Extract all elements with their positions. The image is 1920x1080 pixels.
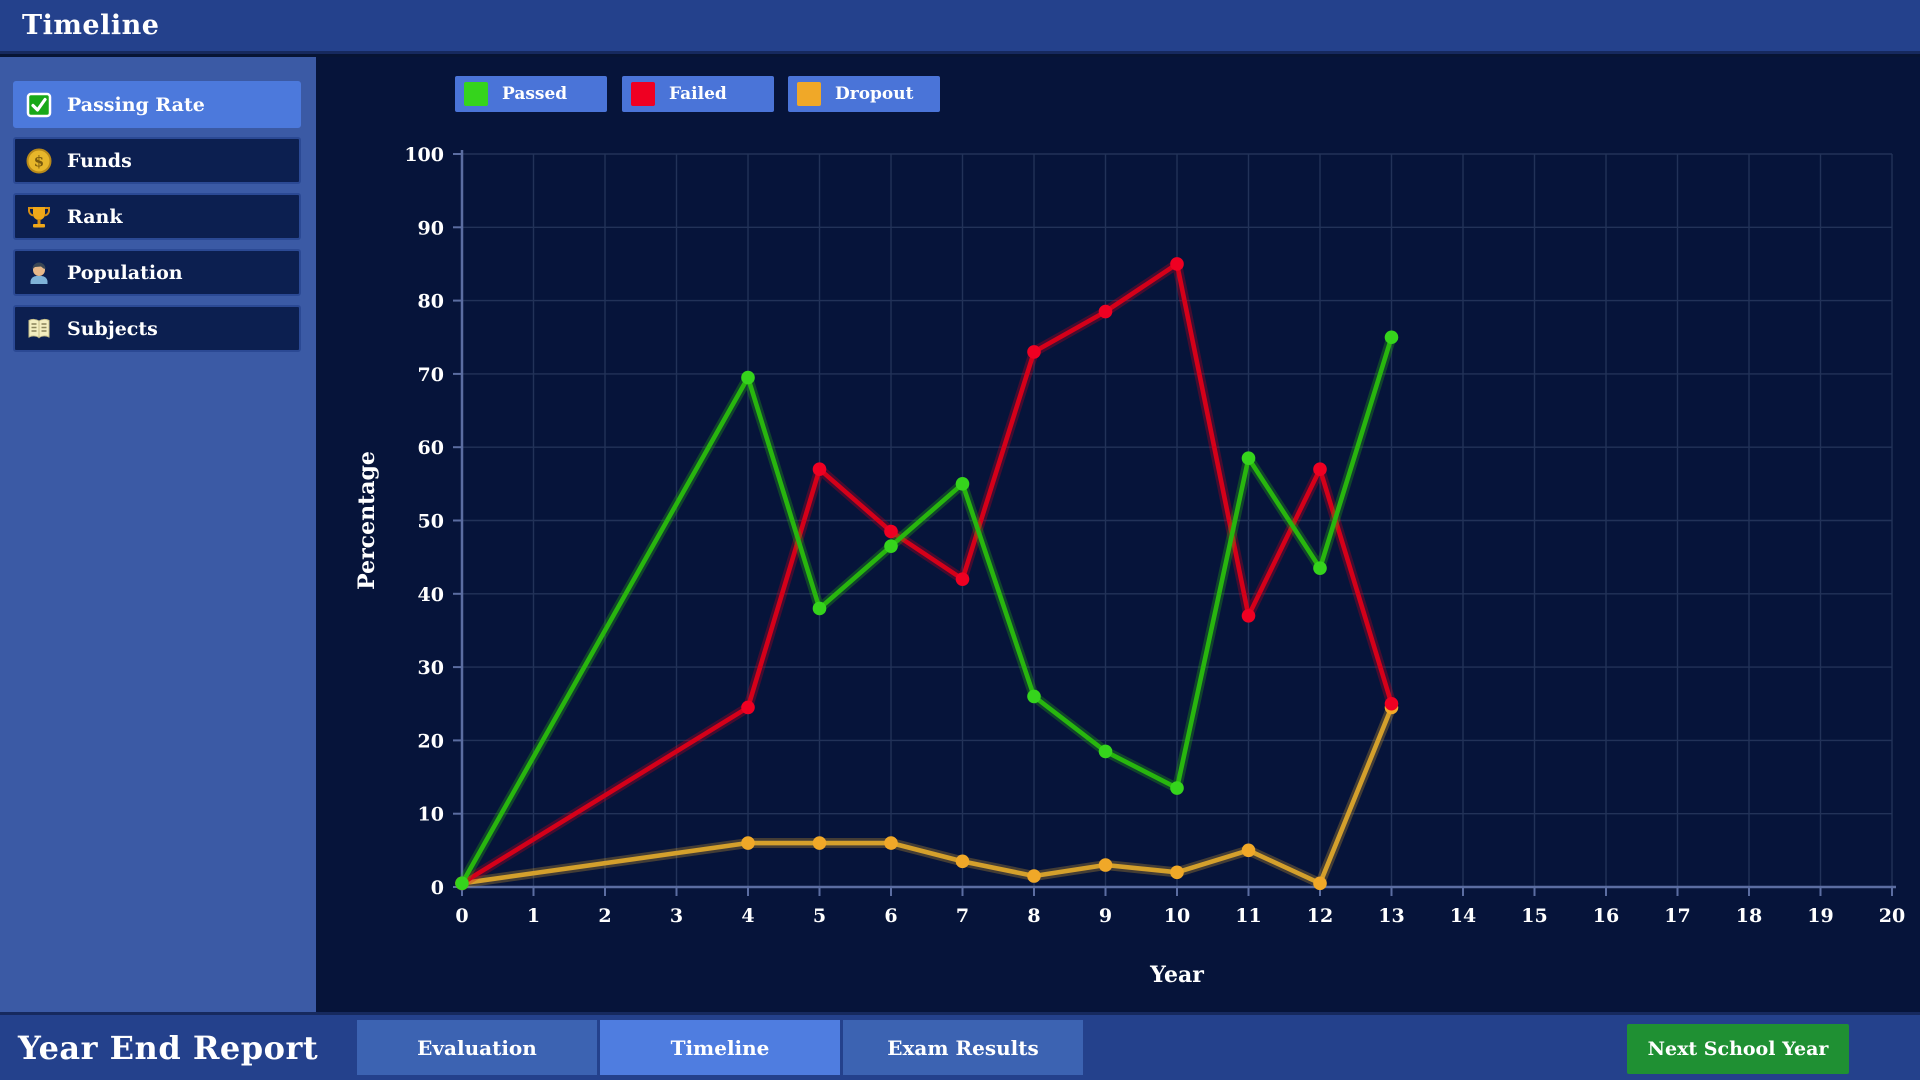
check-square-icon	[25, 91, 53, 119]
svg-text:7: 7	[956, 905, 969, 927]
passing-rate-line-chart: 0 1 2 3 4 5 6 7 8 9 10 11 12 13 14 15 16 17 18 19 2001020304…	[354, 144, 1905, 988]
legend-label: Passed	[502, 84, 568, 104]
tab-exam-results[interactable]: Exam Results	[843, 1020, 1083, 1075]
tab-label: Exam Results	[887, 1035, 1039, 1060]
svg-text:9: 9	[1099, 905, 1112, 927]
trophy-icon	[25, 203, 53, 231]
svg-text:10: 10	[418, 804, 444, 826]
svg-text:14: 14	[1450, 905, 1476, 927]
sidebar-item-subjects[interactable]: Subjects	[13, 305, 301, 352]
svg-text:20: 20	[1879, 905, 1905, 927]
tab-label: Timeline	[670, 1035, 770, 1060]
legend-item-failed[interactable]: Failed	[622, 76, 774, 112]
svg-text:20: 20	[418, 730, 444, 752]
book-icon	[25, 315, 53, 343]
sidebar-item-label: Funds	[67, 149, 132, 172]
sidebar-item-rank[interactable]: Rank	[13, 193, 301, 240]
svg-text:60: 60	[418, 437, 444, 459]
svg-text:40: 40	[418, 584, 444, 606]
svg-text:90: 90	[418, 217, 444, 239]
failed-color-swatch	[631, 82, 655, 106]
page-title: Timeline	[22, 10, 160, 41]
svg-text:18: 18	[1736, 905, 1762, 927]
svg-text:Percentage: Percentage	[354, 451, 380, 590]
next-school-year-button[interactable]: Next School Year	[1627, 1024, 1849, 1074]
report-title: Year End Report	[18, 1028, 319, 1067]
passed-color-swatch	[464, 82, 488, 106]
legend-label: Failed	[669, 84, 727, 104]
svg-text:12: 12	[1307, 905, 1333, 927]
svg-text:10: 10	[1164, 905, 1190, 927]
screen-header: Timeline	[0, 0, 1920, 54]
legend-item-passed[interactable]: Passed	[455, 76, 607, 112]
svg-text:0: 0	[431, 877, 444, 899]
svg-text:15: 15	[1521, 905, 1547, 927]
person-icon	[25, 259, 53, 287]
sidebar-item-funds[interactable]: $ Funds	[13, 137, 301, 184]
dropout-color-swatch	[797, 82, 821, 106]
svg-text:8: 8	[1027, 905, 1040, 927]
report-sidebar: Passing Rate $ Funds Rank	[0, 57, 316, 1012]
tab-timeline[interactable]: Timeline	[600, 1020, 840, 1075]
svg-text:13: 13	[1378, 905, 1404, 927]
svg-text:Year: Year	[1149, 962, 1204, 988]
timeline-chart-panel: 0 1 2 3 4 5 6 7 8 9 10 11 12 13 14 15 16 17 18 19 20 0 10 20 30 4…	[316, 57, 1920, 1012]
sidebar-item-label: Passing Rate	[67, 93, 205, 116]
tab-evaluation[interactable]: Evaluation	[357, 1020, 597, 1075]
svg-text:11: 11	[1235, 905, 1261, 927]
svg-text:0: 0	[455, 905, 468, 927]
legend-label: Dropout	[835, 84, 914, 104]
svg-text:$: $	[34, 152, 44, 170]
sidebar-item-label: Subjects	[67, 317, 158, 340]
svg-text:17: 17	[1664, 905, 1690, 927]
svg-text:6: 6	[884, 905, 897, 927]
svg-text:2: 2	[598, 905, 611, 927]
svg-text:50: 50	[418, 511, 444, 533]
svg-text:80: 80	[418, 291, 444, 313]
sidebar-item-passing-rate[interactable]: Passing Rate	[13, 81, 301, 128]
sidebar-item-population[interactable]: Population	[13, 249, 301, 296]
svg-text:5: 5	[813, 905, 826, 927]
coin-icon: $	[25, 147, 53, 175]
svg-text:100: 100	[404, 144, 444, 166]
svg-text:16: 16	[1593, 905, 1619, 927]
svg-text:70: 70	[418, 364, 444, 386]
tab-label: Evaluation	[417, 1035, 537, 1060]
svg-text:4: 4	[741, 905, 754, 927]
sidebar-item-label: Population	[67, 261, 183, 284]
svg-text:30: 30	[418, 657, 444, 679]
report-footer-bar: Year End Report Evaluation Timeline Exam…	[0, 1012, 1920, 1080]
svg-text:1: 1	[527, 905, 540, 927]
legend-item-dropout[interactable]: Dropout	[788, 76, 940, 112]
svg-text:3: 3	[670, 905, 683, 927]
svg-text:19: 19	[1807, 905, 1833, 927]
sidebar-item-label: Rank	[67, 205, 123, 228]
